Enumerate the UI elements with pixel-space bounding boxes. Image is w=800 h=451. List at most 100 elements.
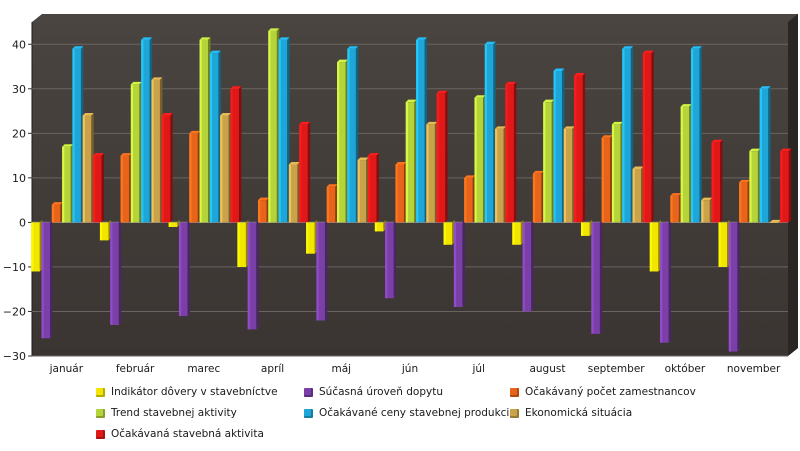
x-category-label: apríl [261,363,284,375]
bar [749,148,761,223]
bar [93,153,105,223]
legend-item: Očakávaná stavebná aktivita [96,426,264,442]
legend-swatch [510,408,519,418]
x-axis-labels: január február marec apríl máj jún júl august se… [49,363,781,375]
x-category-label: marec [187,363,220,375]
legend-label: Súčasná úroveň dopytu [319,386,443,398]
bar [247,219,259,330]
bar [512,219,524,245]
bar [347,46,359,223]
bar [591,219,603,334]
bar [426,121,438,223]
bar [505,81,517,223]
bar [622,46,634,223]
bar [563,126,575,223]
bar [739,179,751,223]
x-category-label: júl [471,363,485,375]
bar [690,46,702,223]
bar [543,99,555,223]
y-tick-label: −20 [3,305,26,318]
bar [464,175,476,223]
bar [72,46,84,223]
legend-item: Súčasná úroveň dopytu [304,384,443,400]
bar [780,148,792,223]
bar [632,166,644,223]
legend-item: Očakávaný počet zamestnancov [510,384,696,400]
bar [367,153,379,223]
bar [168,219,180,227]
bar [405,99,417,223]
bar [151,77,163,223]
bar [642,50,654,223]
bar [99,219,111,241]
bar [41,219,53,339]
bar [337,59,349,223]
y-tick-label: −30 [3,350,26,363]
bar [326,184,338,223]
legend-swatch [304,408,313,418]
bar [443,219,455,245]
bar [316,219,328,321]
bar [601,135,613,223]
bar [189,130,201,223]
bar [110,219,122,325]
bar [395,162,407,223]
x-category-label: november [727,363,781,375]
legend-label: Očakávaná stavebná aktivita [111,428,264,440]
x-category-label: máj [331,363,351,375]
bar [220,113,232,223]
bar [680,104,692,223]
x-category-label: február [116,363,155,375]
legend-swatch [96,387,105,397]
x-category-label: október [665,363,706,375]
bar [141,37,153,223]
bar [230,86,242,223]
bar [474,95,486,223]
bar [161,113,173,223]
bar [759,86,771,223]
bar [178,219,190,316]
bar [306,219,318,254]
bar [278,37,290,223]
bar [288,162,300,223]
bar [237,219,249,267]
y-tick-label: 30 [12,83,26,96]
bar [416,37,428,223]
bar [299,121,311,223]
legend-swatch [96,429,105,439]
legend-item: Ekonomická situácia [510,405,632,421]
x-category-label: január [49,363,84,375]
legend-label: Indikátor dôvery v stavebníctve [111,386,278,398]
bar [701,197,713,223]
bar [574,72,586,223]
legend-label: Očakávané ceny stavebnej produkcie [319,407,516,419]
bar [670,193,682,223]
legend-item: Trend stavebnej aktivity [96,405,237,421]
bar [711,139,723,223]
y-axis-ticks: −30 −20 −10 0 10 20 30 40 [3,38,26,363]
bars [31,28,792,352]
bar [718,219,730,267]
bar [385,219,397,299]
bar [436,90,448,223]
bar [660,219,672,343]
bar [649,219,661,272]
legend-item: Očakávané ceny stavebnej produkcie [304,405,516,421]
y-tick-label: 10 [12,172,26,185]
legend-label: Trend stavebnej aktivity [111,407,237,419]
y-tick-label: −10 [3,261,26,274]
bar [120,153,132,223]
bar [51,202,63,223]
x-category-label: jún [401,363,418,375]
y-tick-label: 20 [12,127,26,140]
legend-item: Indikátor dôvery v stavebníctve [96,384,278,400]
bar [130,81,142,223]
bar [484,41,496,223]
bar [62,144,74,223]
y-tick-label: 40 [12,38,26,51]
bar [532,170,544,223]
bar [31,219,43,272]
bar [553,68,565,223]
x-category-label: september [588,363,646,375]
legend-label: Ekonomická situácia [525,407,633,419]
